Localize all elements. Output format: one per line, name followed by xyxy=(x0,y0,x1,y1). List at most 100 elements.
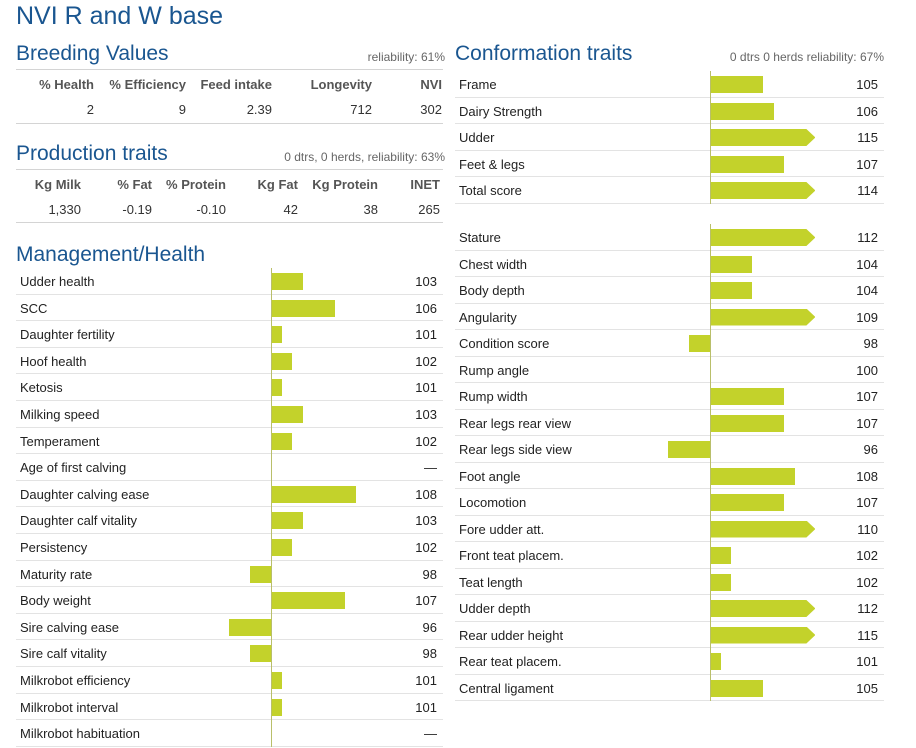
trait-row-milking-speed: Milking speed 103 xyxy=(16,401,443,428)
trait-value: 102 xyxy=(415,353,437,369)
trait-label: Rear udder height xyxy=(459,627,564,643)
col-header-inet: INET xyxy=(410,176,440,192)
trait-value: 110 xyxy=(857,521,878,537)
trait-label: Rear legs rear view xyxy=(459,415,571,431)
trait-bar xyxy=(710,653,721,670)
trait-row-dairy-strength: Dairy Strength 106 xyxy=(455,98,884,124)
trait-label: Rear legs side view xyxy=(459,442,572,457)
trait-label: Locomotion xyxy=(459,495,527,510)
trait-bar xyxy=(710,547,732,564)
page-title: NVI R and W base xyxy=(16,2,224,30)
trait-value: 105 xyxy=(856,680,878,696)
value-health: 2 xyxy=(86,101,94,117)
trait-label: Central ligament xyxy=(459,680,554,696)
trait-label: Ketosis xyxy=(20,380,63,396)
breeding-values-table: % Health % Efficiency Feed intake Longevity… xyxy=(16,72,442,122)
value-feed-intake: 2.39 xyxy=(246,101,272,117)
trait-row-milkrobot-interval: Milkrobot interval 101 xyxy=(16,694,443,721)
trait-value: 106 xyxy=(415,300,437,316)
trait-row-front-teat-placem: Front teat placem. 102 xyxy=(455,542,884,569)
trait-label: Hoof health xyxy=(20,353,87,369)
trait-bar xyxy=(710,521,815,538)
trait-value: 107 xyxy=(856,415,878,431)
trait-label: Body weight xyxy=(20,593,91,609)
trait-label: Milkrobot efficiency xyxy=(20,673,131,688)
col-header-kg-protein: Kg Protein xyxy=(312,176,378,192)
trait-row-stature: Stature 112 xyxy=(455,224,884,251)
trait-value: 106 xyxy=(856,103,878,119)
trait-bar xyxy=(271,326,282,344)
trait-row-total-score: Total score 114 xyxy=(455,177,884,204)
trait-row-udder-depth: Udder depth 112 xyxy=(455,595,884,622)
trait-value: 100 xyxy=(856,362,878,378)
production-traits-table: Kg Milk % Fat % Protein Kg Fat Kg Protein INE… xyxy=(16,172,440,222)
trait-row-body-weight: Body weight 107 xyxy=(16,587,443,614)
trait-row-locomotion: Locomotion 107 xyxy=(455,489,884,516)
trait-value: 108 xyxy=(856,468,878,484)
production-value-row: 1,330 -0.19 -0.10 42 38 265 xyxy=(16,196,440,222)
baseline-axis xyxy=(710,224,711,701)
management-health-bars: Udder health 103 SCC 106 Daughter fertility 1… xyxy=(16,268,444,748)
trait-bar xyxy=(710,388,785,405)
trait-label: Foot angle xyxy=(459,468,521,484)
trait-row-rump-width: Rump width 107 xyxy=(455,383,884,410)
breeding-values-title: Breeding Values xyxy=(16,42,169,65)
trait-value: 107 xyxy=(856,495,878,510)
trait-bar xyxy=(710,182,815,199)
breeding-divider-bottom xyxy=(16,123,443,124)
trait-bar xyxy=(710,255,753,273)
trait-bar xyxy=(271,592,346,610)
trait-value: 96 xyxy=(422,619,437,635)
conformation-reliability: 0 dtrs 0 herds reliability: 67% xyxy=(729,50,884,64)
trait-bar xyxy=(667,441,710,458)
trait-label: Front teat placem. xyxy=(459,548,564,563)
trait-value: 107 xyxy=(415,593,437,609)
col-header-health: % Health xyxy=(39,76,94,92)
trait-row-maturity-rate: Maturity rate 98 xyxy=(16,561,443,588)
trait-row-fore-udder-att: Fore udder att. 110 xyxy=(455,516,884,542)
baseline-axis xyxy=(710,71,711,204)
trait-value: 98 xyxy=(422,566,437,582)
trait-value: 101 xyxy=(415,327,437,343)
col-header-protein: % Protein xyxy=(166,176,226,192)
production-divider xyxy=(16,169,443,170)
trait-row-body-depth: Body depth 104 xyxy=(455,277,884,304)
trait-row-foot-angle: Foot angle 108 xyxy=(455,463,884,489)
trait-row-frame: Frame 105 xyxy=(455,71,884,98)
trait-value: 101 xyxy=(415,380,437,396)
trait-bar xyxy=(271,672,282,689)
trait-row-milkrobot-efficiency: Milkrobot efficiency 101 xyxy=(16,667,443,694)
trait-bar xyxy=(710,600,815,617)
trait-value: 107 xyxy=(856,389,878,404)
trait-label: Angularity xyxy=(459,309,517,325)
trait-label: Udder depth xyxy=(459,601,531,616)
trait-row-udder: Udder 115 xyxy=(455,124,884,151)
trait-bar xyxy=(710,627,815,644)
trait-value: 101 xyxy=(856,654,878,669)
trait-row-rear-teat-placem: Rear teat placem. 101 xyxy=(455,648,884,675)
trait-label: Milkrobot habituation xyxy=(20,726,140,742)
trait-label: Frame xyxy=(459,77,497,92)
trait-row-daughter-fertility: Daughter fertility 101 xyxy=(16,321,443,348)
trait-row-rear-udder-height: Rear udder height 115 xyxy=(455,622,884,648)
trait-row-temperament: Temperament 102 xyxy=(16,428,443,455)
trait-bar xyxy=(710,414,785,432)
trait-label: Daughter calf vitality xyxy=(20,513,138,529)
trait-bar xyxy=(710,76,763,93)
trait-bar xyxy=(271,352,293,370)
trait-label: Condition score xyxy=(459,336,550,351)
trait-row-angularity: Angularity 109 xyxy=(455,304,884,330)
trait-label: Age of first calving xyxy=(20,460,127,476)
production-divider-bottom xyxy=(16,222,443,223)
trait-label: Persistency xyxy=(20,540,88,555)
trait-label: Temperament xyxy=(20,433,100,449)
trait-value: 104 xyxy=(856,256,878,272)
trait-label: Sire calf vitality xyxy=(20,646,107,662)
trait-row-ketosis: Ketosis 101 xyxy=(16,374,443,401)
trait-bar xyxy=(228,618,271,636)
trait-label: Feet & legs xyxy=(459,156,525,172)
breeding-divider xyxy=(16,69,443,70)
trait-value: 103 xyxy=(415,513,437,529)
trait-row-central-ligament: Central ligament 105 xyxy=(455,675,884,701)
trait-label: SCC xyxy=(20,300,48,316)
